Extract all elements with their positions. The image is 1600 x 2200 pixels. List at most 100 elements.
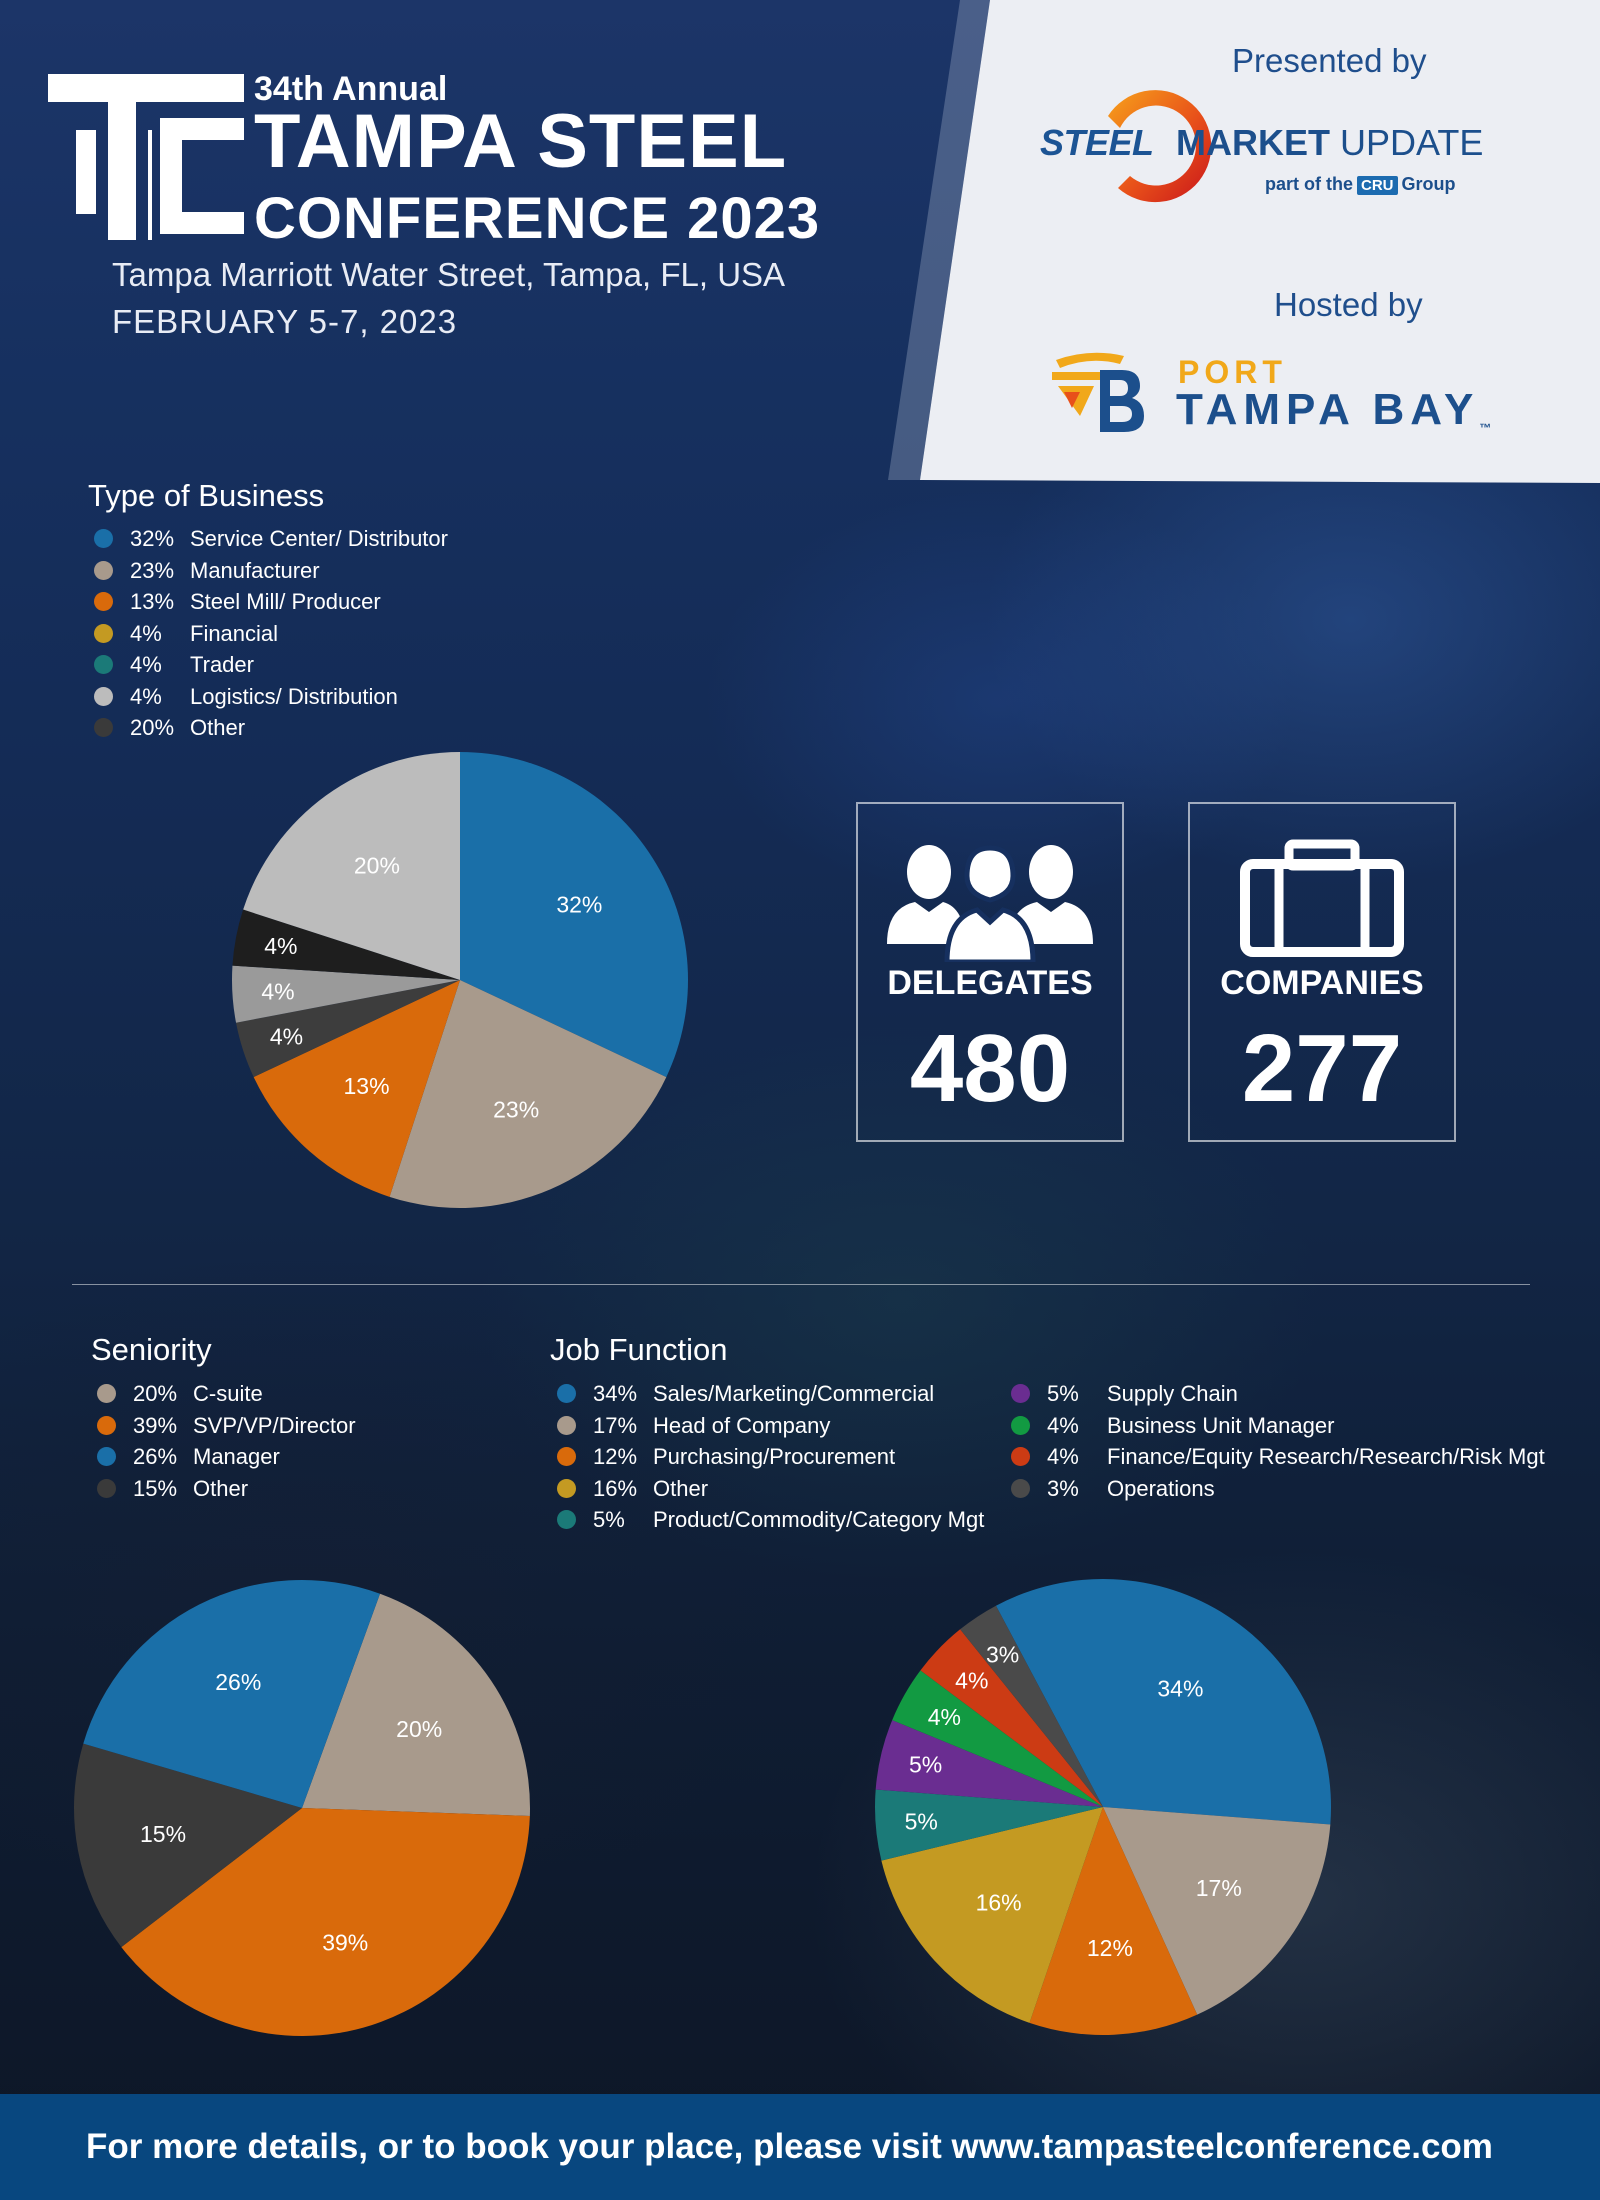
legend-label: Product/Commodity/Category Mgt bbox=[653, 1507, 985, 1532]
trademark-mark: ™ bbox=[1479, 421, 1492, 435]
pie-slice bbox=[881, 1807, 1103, 2023]
legend-item: 34% Sales/Marketing/Commercial bbox=[557, 1378, 984, 1410]
legend-item: 12% Purchasing/Procurement bbox=[557, 1441, 984, 1473]
pie-slice-label: 20% bbox=[354, 853, 400, 879]
smu-market-word: MARKET bbox=[1176, 122, 1330, 163]
job-function-legend-col1: 34% Sales/Marketing/Commercial 17% Head of … bbox=[557, 1378, 984, 1536]
pie-slice bbox=[995, 1579, 1331, 1825]
companies-box: COMPANIES 277 bbox=[1188, 802, 1456, 1142]
legend-swatch bbox=[94, 623, 113, 643]
legend-swatch bbox=[94, 655, 113, 675]
legend-percent: 17% bbox=[593, 1412, 638, 1438]
legend-percent: 20% bbox=[130, 715, 175, 740]
legend-swatch bbox=[557, 1447, 576, 1467]
legend-item: 4% Logistics/ Distribution bbox=[94, 681, 448, 713]
pie-slice bbox=[389, 980, 667, 1208]
pie-slice bbox=[920, 1629, 1103, 1807]
legend-item: 23% Manufacturer bbox=[94, 555, 448, 587]
legend-item: 16% Other bbox=[557, 1473, 984, 1505]
legend-percent: 4% bbox=[1047, 1444, 1079, 1469]
tampa-bay-text: TAMPA BAY™ bbox=[1176, 385, 1491, 435]
legend-swatch bbox=[557, 1478, 576, 1498]
legend-percent: 4% bbox=[130, 683, 162, 709]
companies-value: 277 bbox=[1241, 1015, 1403, 1122]
legend-label: Manufacturer bbox=[190, 557, 320, 583]
pie-slice-label: 12% bbox=[1087, 1935, 1133, 1961]
legend-percent: 39% bbox=[133, 1412, 178, 1438]
pie-slice-label: 16% bbox=[976, 1889, 1022, 1915]
legend-label: Trader bbox=[190, 652, 254, 677]
delegates-label: DELEGATES bbox=[887, 964, 1093, 1002]
delegates-people-icon bbox=[887, 845, 1093, 962]
cru-badge: CRU bbox=[1357, 176, 1398, 195]
pie-slice-label: 5% bbox=[909, 1752, 942, 1778]
footer-cta-text: For more details, or to book your place,… bbox=[86, 2127, 1493, 2166]
legend-item: 5% Product/Commodity/Category Mgt bbox=[557, 1504, 984, 1536]
legend-label: Manager bbox=[193, 1444, 280, 1469]
type-of-business-heading: Type of Business bbox=[88, 478, 325, 513]
pie-slice-label: 4% bbox=[264, 933, 297, 959]
pie-slice bbox=[875, 1720, 1103, 1807]
pie-slice-label: 4% bbox=[270, 1023, 303, 1049]
port-text: PORT bbox=[1178, 354, 1287, 390]
footer-banner: For more details, or to book your place,… bbox=[0, 2094, 1600, 2200]
legend-swatch bbox=[94, 529, 113, 549]
legend-item: 13% Steel Mill/ Producer bbox=[94, 586, 448, 618]
legend-percent: 3% bbox=[1047, 1475, 1079, 1501]
sponsor-panel bbox=[920, 0, 1600, 483]
pie-slice-label: 23% bbox=[493, 1097, 539, 1123]
legend-swatch bbox=[97, 1384, 116, 1404]
legend-percent: 26% bbox=[133, 1444, 178, 1469]
legend-label: Financial bbox=[190, 620, 279, 646]
legend-label: Business Unit Manager bbox=[1107, 1412, 1335, 1438]
legend-percent: 20% bbox=[133, 1381, 178, 1406]
legend-percent: 34% bbox=[593, 1381, 638, 1406]
delegates-box: DELEGATES 480 bbox=[856, 802, 1124, 1142]
legend-swatch bbox=[1011, 1384, 1030, 1404]
briefcase-icon bbox=[1240, 839, 1404, 957]
legend-item: 20% Other bbox=[94, 712, 448, 744]
pie-slice-label: 5% bbox=[905, 1809, 938, 1835]
legend-label: Other bbox=[190, 715, 246, 740]
pie-slice-label: 39% bbox=[322, 1930, 368, 1956]
legend-percent: 4% bbox=[130, 652, 162, 677]
legend-percent: 4% bbox=[130, 620, 162, 646]
legend-swatch bbox=[557, 1384, 576, 1404]
legend-percent: 32% bbox=[130, 526, 175, 551]
pie-slice-label: 13% bbox=[343, 1073, 389, 1099]
pie-slice-label: 4% bbox=[955, 1667, 988, 1693]
pie-slice bbox=[1029, 1807, 1198, 2035]
pie-slice-label: 20% bbox=[396, 1716, 442, 1742]
pie-slice bbox=[302, 1593, 530, 1816]
legend-label: Other bbox=[193, 1475, 249, 1501]
legend-swatch bbox=[97, 1447, 116, 1467]
legend-percent: 13% bbox=[130, 589, 175, 614]
pie-slice bbox=[253, 980, 460, 1197]
legend-label: Finance/Equity Research/Research/Risk Mg… bbox=[1107, 1444, 1545, 1469]
legend-label: Sales/Marketing/Commercial bbox=[653, 1381, 935, 1406]
legend-percent: 12% bbox=[593, 1444, 638, 1469]
legend-label: Other bbox=[653, 1475, 709, 1501]
pie-slice-label: 34% bbox=[1157, 1676, 1203, 1702]
tampa-bay-word: TAMPA BAY bbox=[1176, 385, 1480, 434]
type-of-business-pie-chart: 32% 23% 13% 4% 4% 4% 20% bbox=[232, 752, 688, 1208]
conference-title-line1: TAMPA STEEL bbox=[254, 99, 788, 184]
legend-label: Supply Chain bbox=[1107, 1381, 1238, 1406]
smu-update-word: UPDATE bbox=[1340, 122, 1484, 163]
legend-percent: 4% bbox=[1047, 1412, 1079, 1438]
legend-item: 26% Manager bbox=[97, 1441, 356, 1473]
pie-slice bbox=[83, 1580, 380, 1808]
group-text: Group bbox=[1401, 174, 1456, 194]
legend-label: Steel Mill/ Producer bbox=[190, 589, 381, 614]
pie-slice bbox=[875, 1789, 1103, 1861]
legend-item: 32% Service Center/ Distributor bbox=[94, 523, 448, 555]
legend-swatch bbox=[557, 1510, 576, 1530]
legend-item: 5% Supply Chain bbox=[1011, 1378, 1545, 1410]
section-divider bbox=[72, 1284, 1530, 1285]
legend-label: Operations bbox=[1107, 1475, 1215, 1501]
pie-slice bbox=[960, 1605, 1103, 1807]
conference-logo-icon bbox=[48, 74, 244, 240]
legend-item: 4% Trader bbox=[94, 649, 448, 681]
companies-label: COMPANIES bbox=[1220, 964, 1424, 1002]
legend-item: 20% C-suite bbox=[97, 1378, 356, 1410]
